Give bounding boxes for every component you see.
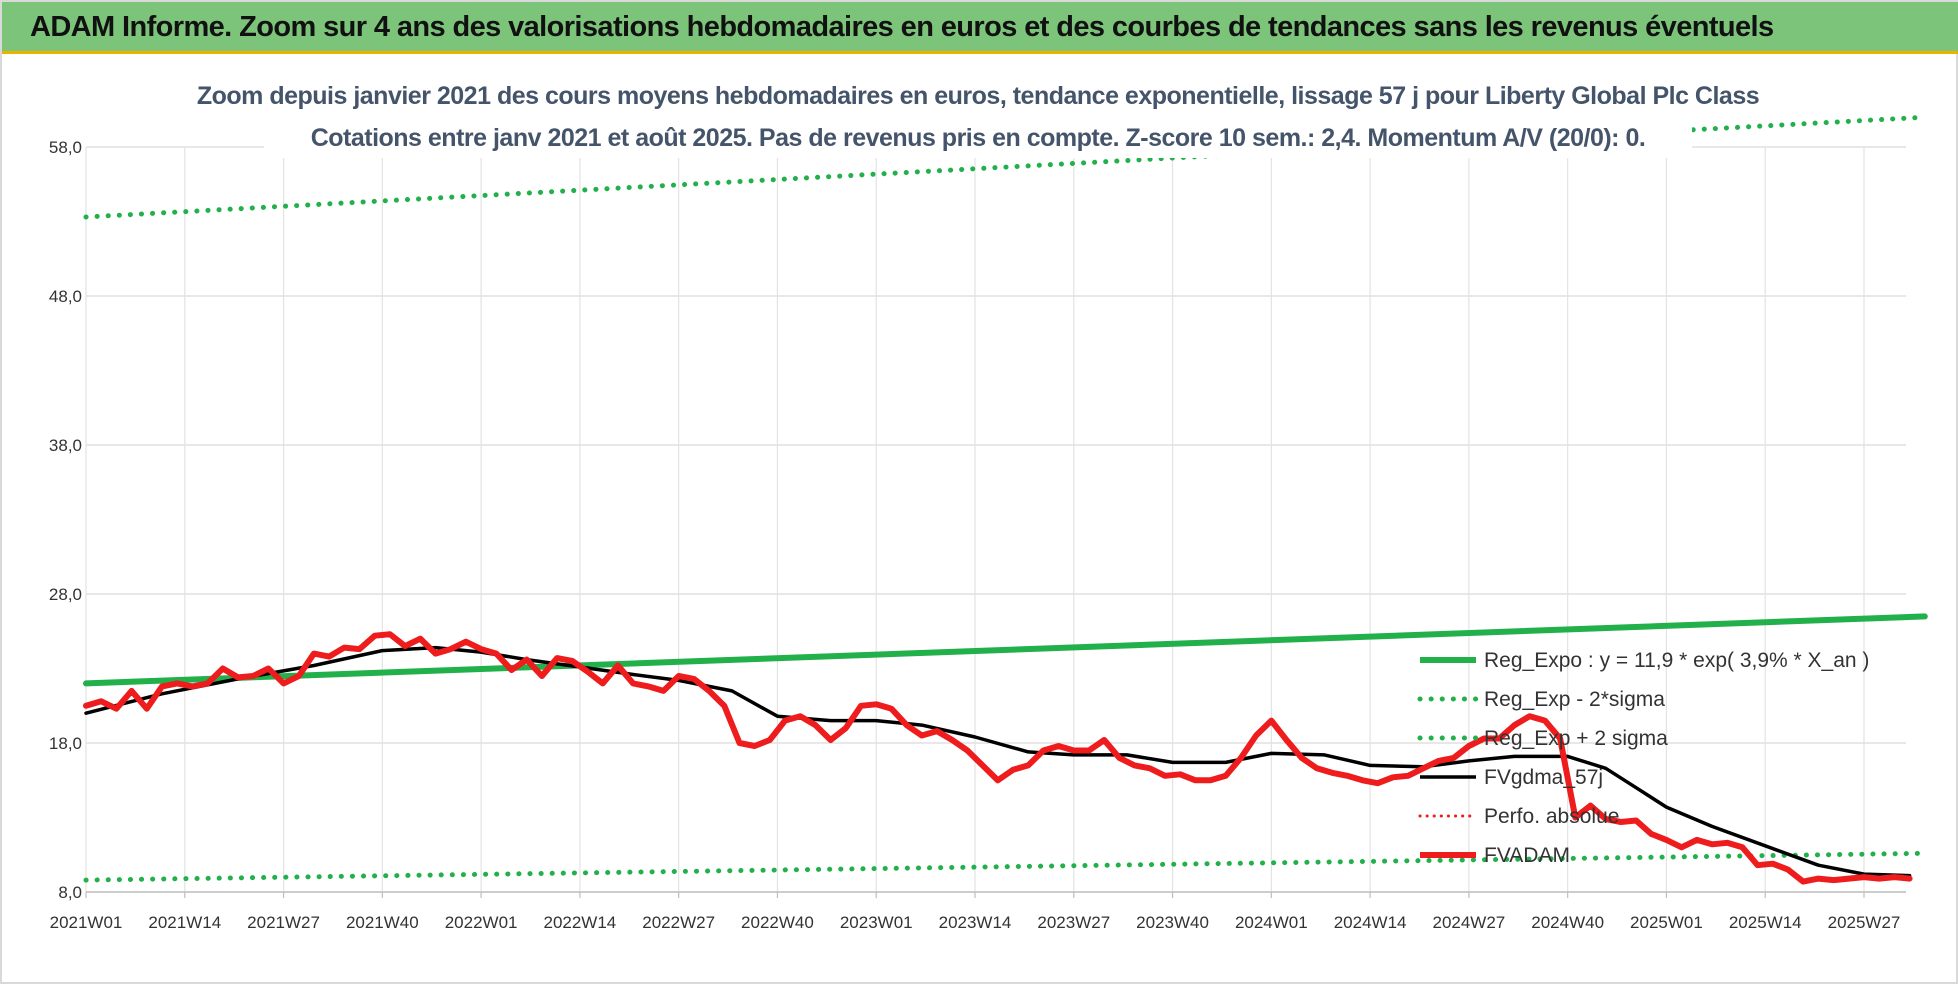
series-line-1 (83, 850, 1928, 883)
legend-label-0: Reg_Expo : y = 11,9 * exp( 3,9% * X_an ) (1484, 649, 1869, 672)
series-line-3 (84, 645, 1912, 878)
series-line-2 (83, 114, 1928, 220)
y-tick-label: 58,0 (49, 138, 82, 157)
x-tick-label: 2021W14 (148, 913, 221, 932)
x-tick-label: 2021W27 (247, 913, 320, 932)
series-line-0 (83, 613, 1928, 687)
x-tick-label: 2022W14 (543, 913, 616, 932)
x-tick-label: 2022W40 (741, 913, 814, 932)
y-tick-label: 8,0 (58, 883, 82, 902)
grid-lines (85, 146, 1906, 893)
x-tick-label: 2021W01 (50, 913, 123, 932)
legend-label-2: Reg_Exp + 2 sigma (1484, 727, 1668, 750)
axes: 8,0 18,0 28,0 38,0 48,0 58,0 2021W01 2021W14 202… (49, 138, 1906, 932)
chart-title-line-2: Cotations entre janv 2021 et août 2025. … (311, 124, 1646, 152)
y-tick-label: 38,0 (49, 436, 82, 455)
x-tick-label: 2022W27 (642, 913, 715, 932)
y-tick-label: 18,0 (49, 734, 82, 753)
chart-title-line-1: Zoom depuis janvier 2021 des cours moyen… (197, 82, 1759, 110)
report-banner: ADAM Informe. Zoom sur 4 ans des valoris… (2, 2, 1958, 54)
x-tick-label: 2025W27 (1828, 913, 1901, 932)
x-tick-label: 2022W01 (445, 913, 518, 932)
x-tick-label: 2024W14 (1334, 913, 1407, 932)
legend-label-5: FVADAM (1484, 844, 1570, 867)
legend-label-4: Perfo. absolue (1484, 805, 1619, 828)
series-layer (83, 114, 1928, 885)
x-tick-label: 2025W01 (1630, 913, 1703, 932)
x-tick-label: 2024W27 (1432, 913, 1505, 932)
x-tick-label: 2023W14 (939, 913, 1012, 932)
x-tick-label: 2021W40 (346, 913, 419, 932)
y-tick-label: 48,0 (49, 287, 82, 306)
y-tick-label: 28,0 (49, 585, 82, 604)
legend: Reg_Expo : y = 11,9 * exp( 3,9% * X_an )… (1417, 649, 1869, 867)
x-tick-label: 2023W01 (840, 913, 913, 932)
legend-label-1: Reg_Exp - 2*sigma (1484, 688, 1665, 711)
report-title: ADAM Informe. Zoom sur 4 ans des valoris… (30, 11, 1774, 43)
x-tick-label: 2023W40 (1136, 913, 1209, 932)
title-background (264, 70, 1692, 158)
legend-label-3: FVgdma_57j (1484, 766, 1603, 789)
x-tick-label: 2023W27 (1037, 913, 1110, 932)
x-tick-label: 2024W40 (1531, 913, 1604, 932)
series-line-5 (83, 631, 1913, 885)
x-tick-label: 2024W01 (1235, 913, 1308, 932)
chart-title-box: Zoom depuis janvier 2021 des cours moyen… (197, 70, 1760, 158)
x-tick-label: 2025W14 (1729, 913, 1802, 932)
